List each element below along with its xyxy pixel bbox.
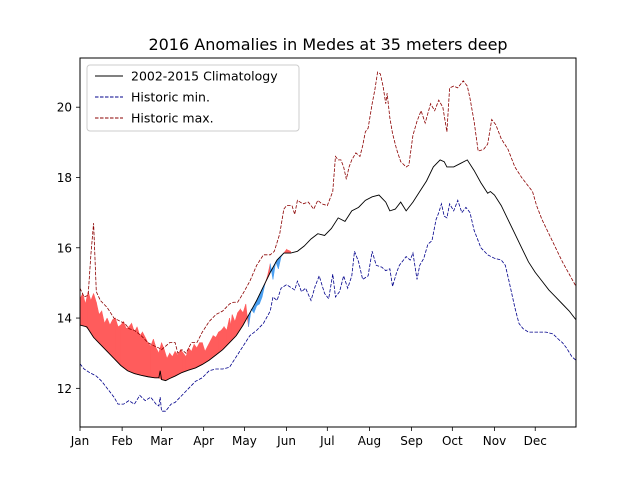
- legend-box: [86, 64, 300, 132]
- warm-anomaly-segment: [109, 319, 113, 358]
- warm-anomaly-segment: [120, 320, 124, 369]
- warm-anomaly-segment: [134, 326, 138, 375]
- warm-anomaly-segment: [117, 324, 122, 367]
- warm-anomaly-segment: [180, 348, 184, 374]
- x-tick-label: Jan: [70, 434, 90, 448]
- warm-anomaly-segment: [166, 353, 170, 381]
- y-axis: 12 14 16 18 20: [57, 101, 80, 396]
- x-tick-label: Nov: [483, 434, 506, 448]
- warm-anomaly-segment: [147, 341, 151, 378]
- y-tick-label: 12: [57, 382, 72, 396]
- warm-anomaly-segment: [174, 350, 179, 377]
- warm-anomaly-segment: [155, 347, 160, 379]
- warm-anomaly-segment: [142, 331, 146, 377]
- warm-anomaly-segment: [106, 317, 111, 355]
- y-tick-label: 16: [57, 241, 72, 255]
- warm-anomaly-segment: [223, 325, 228, 350]
- x-tick-label: Jun: [276, 434, 296, 448]
- axes-frame: [79, 57, 577, 428]
- warm-anomaly-segment: [218, 329, 222, 354]
- y-tick-label: 14: [57, 312, 72, 326]
- warm-anomaly-segment: [172, 351, 176, 378]
- warm-anomaly-segment: [144, 337, 149, 378]
- warm-anomaly-segment: [199, 342, 203, 367]
- series-line-max: [80, 71, 576, 354]
- x-tick-label: Sep: [400, 434, 423, 448]
- warm-anomaly-segment: [104, 317, 108, 353]
- warm-anomaly-segment: [212, 335, 217, 358]
- legend-label-max: Historic max.: [131, 111, 214, 126]
- warm-anomaly-segment: [193, 343, 198, 369]
- legend: 2002-2015 Climatology Historic min. Hist…: [86, 64, 300, 132]
- x-tick-label: Apr: [193, 434, 214, 448]
- x-tick-label: Feb: [112, 434, 133, 448]
- series-line-climatology: [80, 159, 576, 382]
- warm-anomaly-segment: [93, 293, 97, 341]
- x-tick-label: Mar: [150, 434, 173, 448]
- warm-anomaly-segment: [169, 352, 173, 379]
- legend-label-min: Historic min.: [131, 90, 210, 105]
- warm-anomaly-segment: [139, 331, 143, 376]
- warm-anomaly-segment: [115, 317, 119, 364]
- x-tick-label: May: [232, 434, 257, 448]
- series-line-min: [80, 199, 576, 412]
- warm-anomaly-segment: [131, 323, 135, 375]
- series-lines: [80, 71, 576, 412]
- x-tick-label: Jul: [319, 434, 334, 448]
- warm-anomaly-segment: [123, 321, 127, 371]
- warm-anomaly-segment: [112, 317, 116, 361]
- warm-anomaly-segment: [182, 352, 187, 373]
- warm-anomaly-segment: [221, 325, 225, 352]
- x-tick-label: Aug: [358, 434, 381, 448]
- warm-anomaly-segment: [188, 347, 192, 371]
- warm-anomaly-segment: [125, 326, 130, 372]
- y-tick-label: 18: [57, 171, 72, 185]
- warm-anomaly-segment: [128, 322, 132, 373]
- chart-title: 2016 Anomalies in Medes at 35 meters dee…: [148, 35, 507, 54]
- x-tick-label: Dec: [524, 434, 547, 448]
- warm-anomaly-segment: [90, 293, 94, 339]
- warm-anomaly-segment: [98, 310, 103, 347]
- legend-label-climatology: 2002-2015 Climatology: [131, 69, 278, 84]
- x-tick-label: Oct: [442, 434, 463, 448]
- x-axis: Jan Feb Mar Apr May Jun Jul Aug Sep Oct Nov Dec: [70, 427, 547, 448]
- y-tick-label: 20: [57, 101, 72, 115]
- plot-area: [80, 71, 576, 412]
